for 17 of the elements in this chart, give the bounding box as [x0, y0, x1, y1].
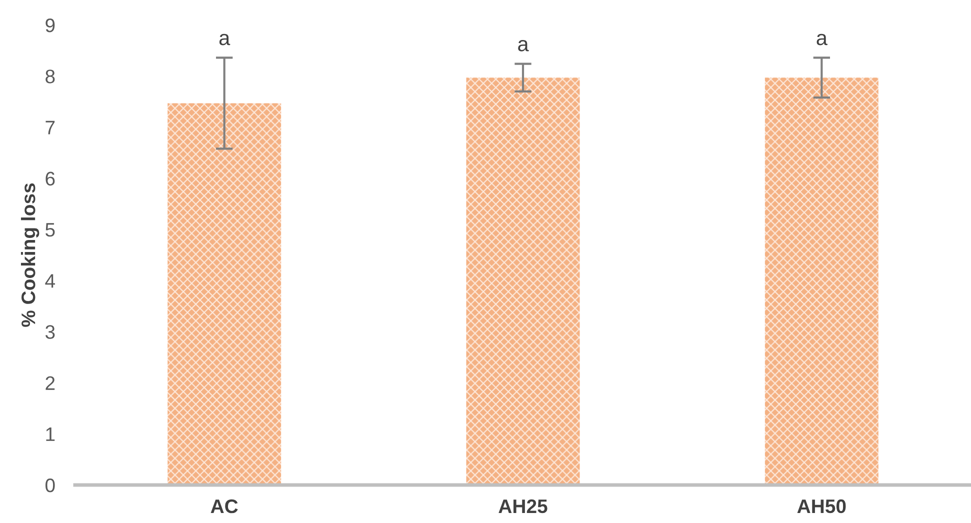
y-tick-label: 5 — [46, 223, 55, 237]
y-tick-label: 4 — [45, 274, 55, 288]
y-tick-label: 3 — [45, 325, 55, 339]
y-tick-label: 7 — [46, 120, 55, 134]
y-axis-title: % Cooking loss — [20, 183, 40, 327]
x-tick-label: AH50 — [797, 499, 846, 514]
annotation: a — [518, 40, 529, 52]
y-tick-label: 6 — [46, 172, 55, 186]
y-tick-label: 0 — [46, 478, 55, 492]
annotation: a — [219, 34, 230, 46]
annotation: a — [816, 34, 828, 46]
x-tick-label: AC — [210, 499, 238, 514]
y-tick-label: 1 — [46, 428, 55, 441]
y-tick-label: 9 — [46, 18, 55, 32]
x-tick-label: AH25 — [498, 499, 548, 514]
y-tick-label: 2 — [46, 376, 55, 390]
y-tick-label: 8 — [46, 70, 55, 84]
